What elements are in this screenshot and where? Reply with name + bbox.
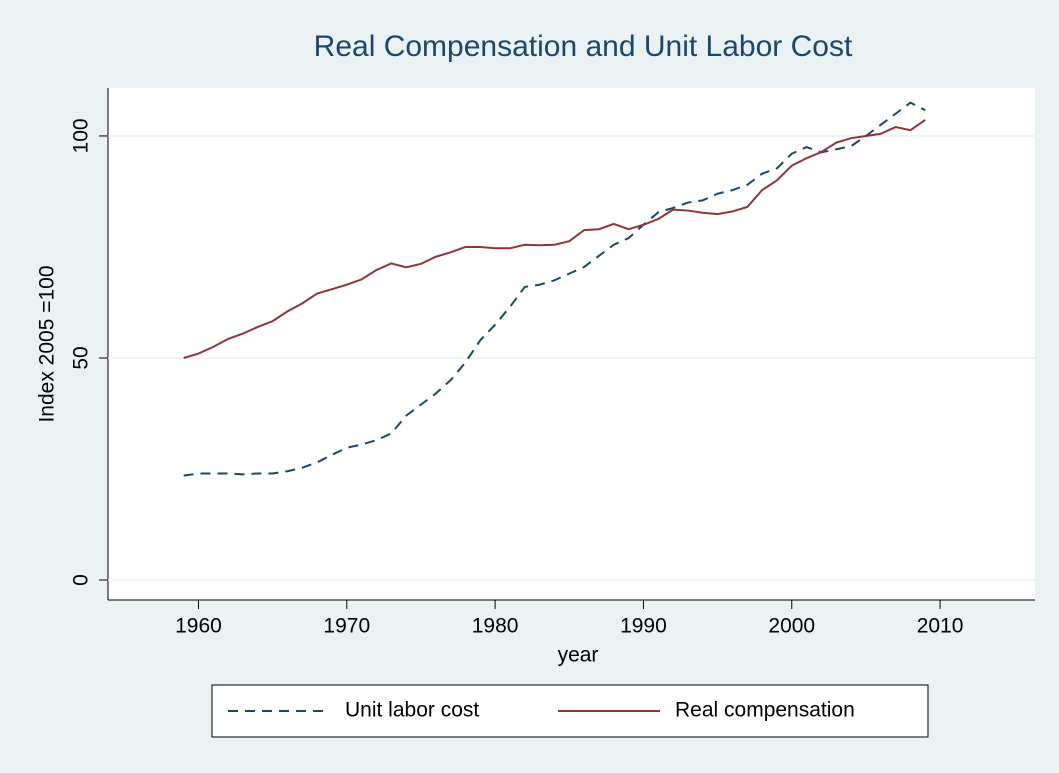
x-tick-label: 1990 xyxy=(620,615,667,638)
plot-area xyxy=(108,88,1035,600)
x-tick-label: 1980 xyxy=(472,615,519,638)
x-axis-label: year xyxy=(558,644,599,667)
y-tick-label: 0 xyxy=(70,574,93,586)
y-tick-label: 100 xyxy=(70,118,93,153)
chart-title: Real Compensation and Unit Labor Cost xyxy=(314,30,853,63)
x-tick-label: 2010 xyxy=(917,615,964,638)
series-line xyxy=(183,119,926,359)
y-axis-label: Index 2005 =100 xyxy=(36,265,59,422)
legend-label: Unit labor cost xyxy=(345,699,479,722)
y-tick-label: 50 xyxy=(70,346,93,369)
x-tick-label: 2000 xyxy=(768,615,815,638)
series-line xyxy=(183,101,926,477)
x-tick-label: 1970 xyxy=(323,615,370,638)
x-tick-label: 1960 xyxy=(175,615,222,638)
legend-label: Real compensation xyxy=(675,699,855,722)
